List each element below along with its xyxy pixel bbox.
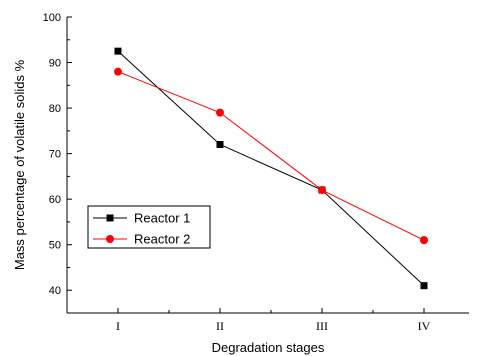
data-point xyxy=(216,141,224,149)
legend-marker xyxy=(106,214,114,222)
legend: Reactor 1 Reactor 2 xyxy=(87,205,211,249)
legend-label: Reactor 2 xyxy=(134,232,190,247)
x-tick-label: IV xyxy=(418,319,431,333)
x-axis: I II III IV xyxy=(116,308,431,333)
legend-entry: Reactor 1 xyxy=(93,211,190,226)
x-tick-label: I xyxy=(116,319,120,333)
y-tick-label: 80 xyxy=(49,103,61,115)
y-axis: 40 50 60 70 80 90 100 xyxy=(43,12,72,297)
series-line xyxy=(117,50,425,287)
y-tick-label: 50 xyxy=(49,240,61,252)
series-1 xyxy=(114,47,428,290)
x-axis-title: Degradation stages xyxy=(212,340,325,355)
y-tick-label: 70 xyxy=(49,149,61,161)
x-tick-label: II xyxy=(216,319,224,333)
data-point xyxy=(114,67,122,76)
legend-label: Reactor 1 xyxy=(134,211,190,226)
y-tick-label: 60 xyxy=(49,194,61,206)
series-2 xyxy=(114,67,428,245)
series-line xyxy=(117,71,425,241)
data-point xyxy=(216,108,224,117)
legend-marker xyxy=(106,235,114,243)
data-point xyxy=(114,47,122,55)
y-tick-label: 100 xyxy=(43,12,61,24)
x-tick-label: III xyxy=(316,319,328,333)
data-point xyxy=(420,236,428,245)
data-point xyxy=(318,186,326,195)
plot-area xyxy=(66,17,469,314)
legend-entry: Reactor 2 xyxy=(93,232,190,247)
y-tick-label: 90 xyxy=(49,58,61,70)
data-point xyxy=(420,282,428,290)
series-layer xyxy=(114,47,428,290)
y-tick-label: 40 xyxy=(49,285,61,297)
y-axis-title: Mass percentage of volatile solids % xyxy=(12,59,27,270)
